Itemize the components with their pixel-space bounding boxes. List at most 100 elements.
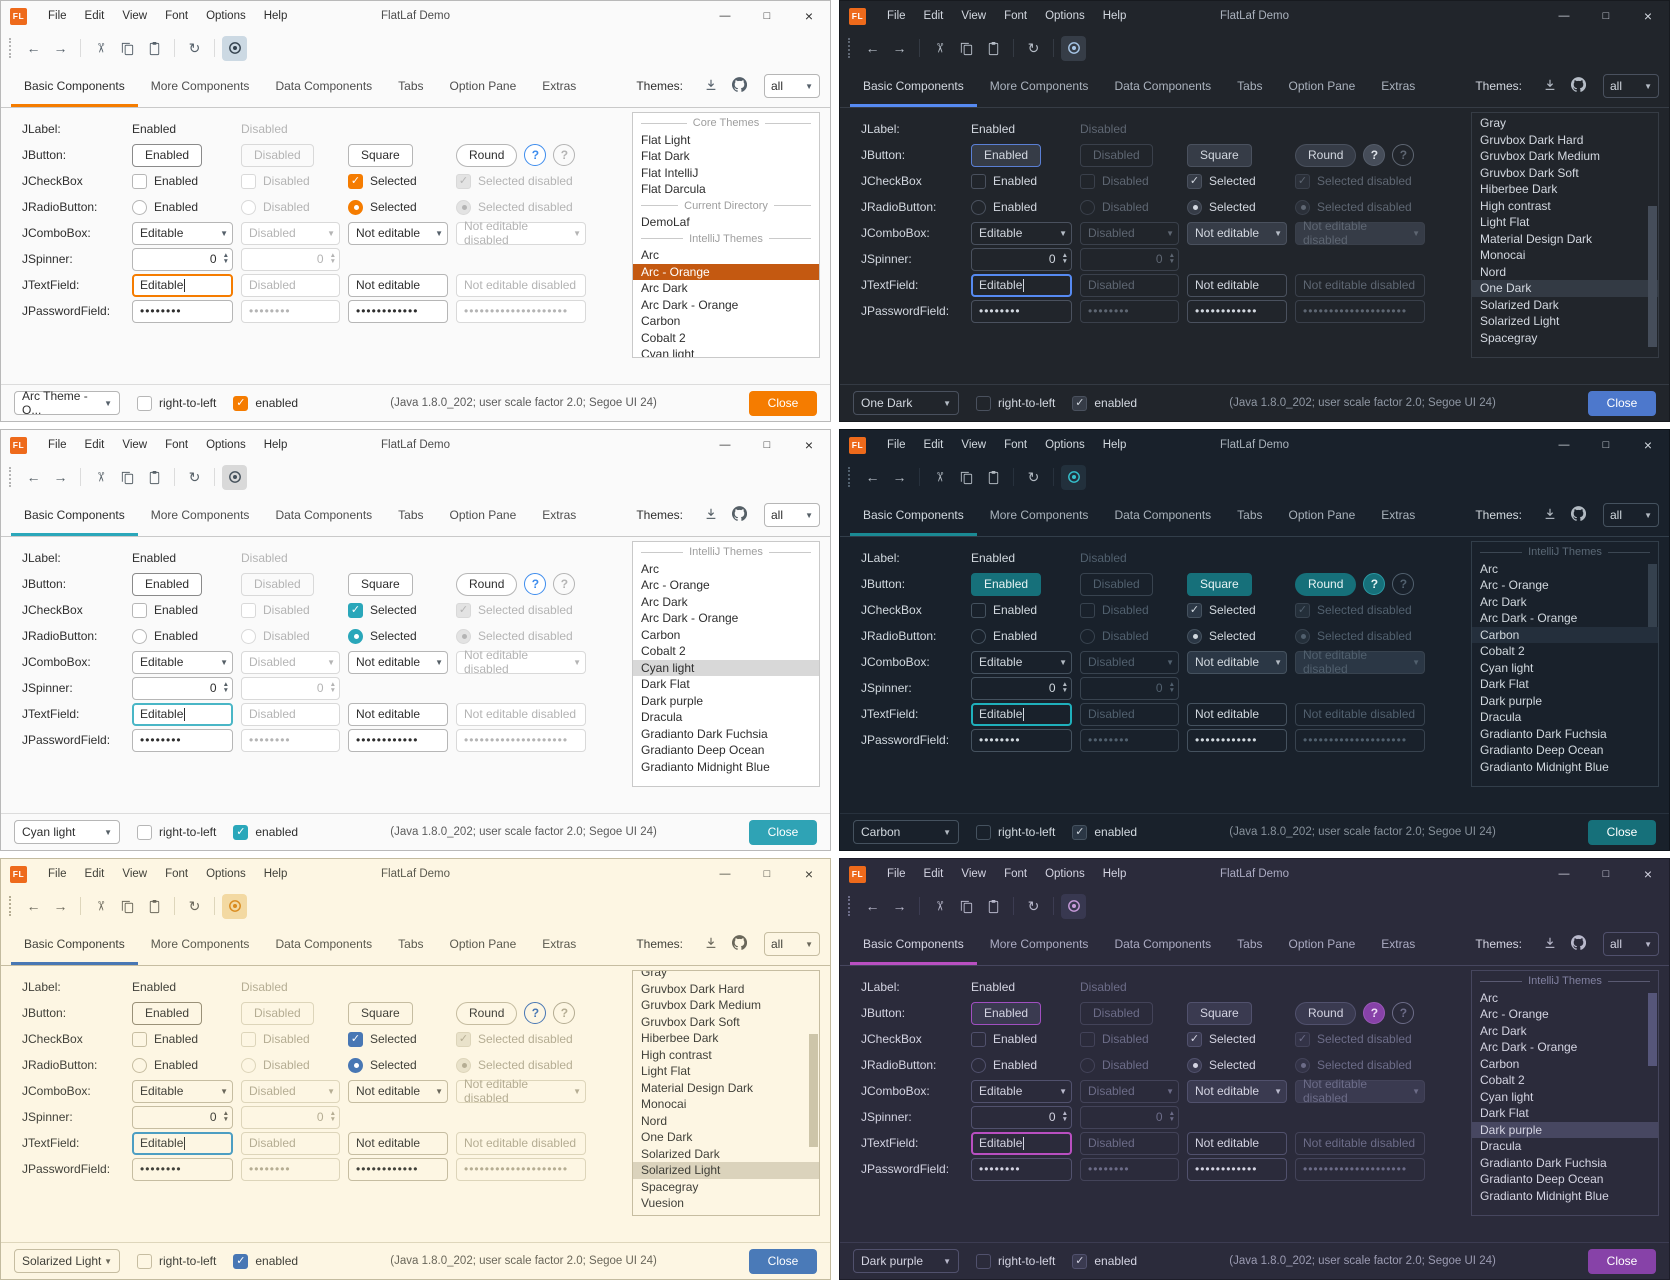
close-demo-button[interactable]: Close <box>1588 1248 1656 1274</box>
tab-more-components[interactable]: More Components <box>989 508 1089 522</box>
paste-button[interactable] <box>981 36 1006 61</box>
jradiobutton-selected-radio[interactable] <box>1187 1057 1202 1073</box>
jpasswordfield-field-1[interactable]: •••••••• <box>132 1157 233 1181</box>
menu-file[interactable]: File <box>887 868 906 880</box>
jcheckbox-selected-checkbox[interactable]: ✓ <box>348 173 363 189</box>
jpasswordfield-field-3[interactable]: •••••••••••• <box>348 1157 448 1181</box>
theme-item-material-design-dark[interactable]: Material Design Dark <box>1480 231 1593 246</box>
tab-tabs[interactable]: Tabs <box>1237 79 1263 93</box>
close-button[interactable]: × <box>1643 866 1653 882</box>
theme-item-flat-intellij[interactable]: Flat IntelliJ <box>641 165 699 180</box>
cut-button[interactable]: ✂ <box>88 36 113 61</box>
theme-item-dark-purple[interactable]: Dark purple <box>641 693 704 708</box>
theme-item-gradianto-dark-fuchsia[interactable]: Gradianto Dark Fuchsia <box>641 726 768 741</box>
jradiobutton-enabled-radio[interactable] <box>971 199 986 215</box>
jpasswordfield-field-3[interactable]: •••••••••••• <box>1187 299 1287 323</box>
combobox-not-editable[interactable]: Not editable ▼ <box>1187 1079 1287 1103</box>
theme-item-gray[interactable]: Gray <box>1480 116 1507 130</box>
enabled-button[interactable]: Enabled <box>132 143 203 167</box>
back-button[interactable]: ← <box>21 894 46 919</box>
menu-help[interactable]: Help <box>1102 868 1127 880</box>
combobox-editable[interactable]: Editable ▼ <box>132 1079 233 1103</box>
close-button[interactable]: × <box>804 866 814 882</box>
paste-button[interactable] <box>981 465 1006 490</box>
help-button[interactable]: ? <box>1363 144 1386 166</box>
round-button[interactable]: Round <box>456 143 518 167</box>
rtl-checkbox-group[interactable]: right-to-left <box>137 824 216 840</box>
close-button[interactable]: × <box>1643 437 1653 453</box>
jpasswordfield-field-1[interactable]: •••••••• <box>971 728 1072 752</box>
jtextfield-field-1[interactable]: Editable <box>132 702 233 726</box>
menu-file[interactable]: File <box>887 10 906 22</box>
tab-option-pane[interactable]: Option Pane <box>1288 937 1356 951</box>
spinner-arrows[interactable]: ▲ ▼ <box>223 252 229 265</box>
close-button[interactable]: × <box>804 8 814 24</box>
combobox-editable[interactable]: Editable ▼ <box>132 650 233 674</box>
tab-data-components[interactable]: Data Components <box>1114 937 1212 951</box>
github-button[interactable] <box>1570 935 1587 953</box>
tab-data-components[interactable]: Data Components <box>275 937 373 951</box>
theme-item-dark-flat[interactable]: Dark Flat <box>1480 1106 1529 1120</box>
theme-item-gradianto-dark-fuchsia[interactable]: Gradianto Dark Fuchsia <box>1480 1155 1607 1170</box>
minimize-button[interactable]: — <box>719 439 731 451</box>
menu-view[interactable]: View <box>961 439 987 451</box>
enabled-checkbox-group[interactable]: ✓ enabled <box>233 824 298 840</box>
rtl-checkbox[interactable] <box>137 395 152 411</box>
enabled-checkbox-group[interactable]: ✓ enabled <box>233 395 298 411</box>
menu-options[interactable]: Options <box>206 439 246 451</box>
theme-select[interactable]: Arc Theme - O... ▼ <box>14 389 120 417</box>
theme-item-nord[interactable]: Nord <box>1480 264 1507 279</box>
jcheckbox-enabled-checkbox[interactable] <box>132 1031 147 1047</box>
back-button[interactable]: ← <box>860 36 885 61</box>
github-button[interactable] <box>1570 77 1587 95</box>
theme-item-dark-purple[interactable]: Dark purple <box>1480 693 1543 708</box>
jcheckbox-enabled-checkbox[interactable] <box>971 1031 986 1047</box>
spinner[interactable]: 0 ▲ ▼ <box>132 1105 233 1129</box>
github-button[interactable] <box>731 77 748 95</box>
show-hidden-toggle-button[interactable] <box>1061 893 1086 919</box>
jtextfield-field-3[interactable]: Not editable <box>348 702 448 726</box>
jtextfield-field-1[interactable]: Editable <box>132 273 233 297</box>
tab-tabs[interactable]: Tabs <box>398 508 424 522</box>
tab-extras[interactable]: Extras <box>1381 937 1416 951</box>
back-button[interactable]: ← <box>860 894 885 919</box>
spinner-arrows[interactable]: ▲ ▼ <box>1062 252 1068 265</box>
menu-help[interactable]: Help <box>263 10 288 22</box>
combobox-not-editable[interactable]: Not editable ▼ <box>1187 650 1287 674</box>
cut-button[interactable]: ✂ <box>927 894 952 919</box>
menu-options[interactable]: Options <box>206 868 246 880</box>
scrollbar-thumb[interactable] <box>1648 563 1657 628</box>
jradiobutton-selected-radio[interactable] <box>348 1057 363 1073</box>
jradiobutton-selected-radio[interactable] <box>1187 199 1202 215</box>
refresh-button[interactable]: ↻ <box>1021 36 1046 61</box>
spinner[interactable]: 0 ▲ ▼ <box>971 1105 1072 1129</box>
combobox-not-editable[interactable]: Not editable ▼ <box>1187 221 1287 245</box>
menu-view[interactable]: View <box>122 10 148 22</box>
jtextfield-field-3[interactable]: Not editable <box>348 1131 448 1155</box>
theme-item-gradianto-midnight-blue[interactable]: Gradianto Midnight Blue <box>1480 1188 1609 1203</box>
menu-font[interactable]: Font <box>165 10 189 22</box>
menu-edit[interactable]: Edit <box>84 439 105 451</box>
tab-basic-components[interactable]: Basic Components <box>11 65 138 107</box>
menu-edit[interactable]: Edit <box>84 10 105 22</box>
theme-item-cyan-light[interactable]: Cyan light <box>1480 660 1534 675</box>
combobox-not-editable[interactable]: Not editable ▼ <box>348 650 448 674</box>
menu-edit[interactable]: Edit <box>84 868 105 880</box>
enabled-button[interactable]: Enabled <box>132 572 203 596</box>
theme-item-arc-orange[interactable]: Arc - Orange <box>1480 578 1549 592</box>
theme-item-cobalt-2[interactable]: Cobalt 2 <box>1480 1073 1525 1087</box>
back-button[interactable]: ← <box>21 465 46 490</box>
jcheckbox-selected-checkbox[interactable]: ✓ <box>348 1031 363 1047</box>
tab-more-components[interactable]: More Components <box>989 937 1089 951</box>
tab-basic-components[interactable]: Basic Components <box>850 923 977 965</box>
forward-button[interactable]: → <box>887 894 912 919</box>
enabled-checkbox[interactable]: ✓ <box>1072 824 1088 840</box>
rtl-checkbox-group[interactable]: right-to-left <box>976 395 1055 411</box>
menu-font[interactable]: Font <box>165 439 189 451</box>
refresh-button[interactable]: ↻ <box>182 894 207 919</box>
spinner[interactable]: 0 ▲ ▼ <box>971 676 1072 700</box>
show-hidden-toggle-button[interactable] <box>1061 35 1086 61</box>
copy-button[interactable] <box>115 894 140 919</box>
minimize-button[interactable]: — <box>719 868 731 880</box>
theme-item-gruvbox-dark-soft[interactable]: Gruvbox Dark Soft <box>1480 165 1579 180</box>
